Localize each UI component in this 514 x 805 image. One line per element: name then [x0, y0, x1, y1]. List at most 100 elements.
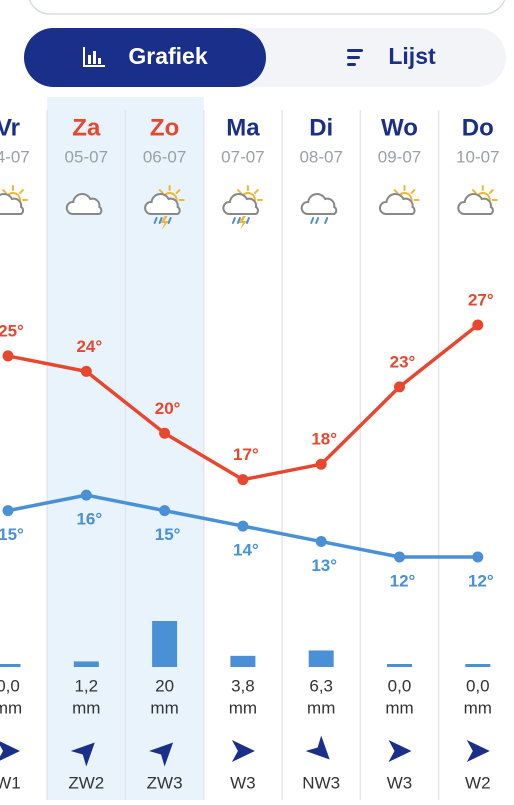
day-name: Do	[462, 114, 494, 141]
sun-ray	[410, 189, 416, 194]
temperature-label: 18°	[311, 430, 337, 449]
day-date: 08-07	[299, 147, 342, 166]
precipitation-bar	[152, 621, 178, 667]
search-box[interactable]	[28, 0, 506, 15]
temperature-label: 15°	[155, 525, 181, 544]
bolt	[238, 216, 247, 230]
arrow	[149, 742, 174, 767]
rain-drop	[236, 217, 241, 224]
temperature-point	[2, 350, 14, 362]
sun-ray	[237, 189, 242, 194]
cloud	[65, 193, 103, 215]
sun-ray	[253, 189, 259, 194]
temperature-point	[80, 365, 92, 377]
precipitation-bar	[465, 664, 491, 667]
day-date: 07-07	[221, 147, 264, 166]
rain-drop	[315, 217, 320, 224]
tab-active-bg	[24, 28, 266, 87]
temperature-label: 12°	[390, 571, 416, 590]
rain-drop	[310, 217, 315, 224]
arrow	[70, 742, 95, 767]
temperature-label: 13°	[311, 556, 337, 575]
temperature-label: 24°	[76, 337, 102, 356]
wind-label: ZW3	[147, 773, 183, 792]
day-date: 06-07	[143, 147, 186, 166]
temperature-point	[159, 505, 171, 517]
wind-arrow	[231, 740, 255, 762]
cloud	[0, 193, 25, 215]
wind-arrow	[466, 740, 490, 762]
arrow	[0, 741, 20, 761]
rain-drop	[158, 217, 163, 224]
tab-grafiek[interactable]: Grafiek	[24, 28, 266, 87]
precipitation-unit: mm	[307, 698, 335, 717]
wind-label: ZW2	[68, 773, 104, 792]
precipitation-bar	[73, 661, 99, 667]
precipitation-label: 0,0	[0, 676, 20, 695]
precipitation-unit: mm	[229, 698, 257, 717]
day-name: Vr	[0, 114, 20, 141]
temperature-point	[315, 536, 327, 548]
precipitation-label: 0,0	[388, 676, 412, 695]
precipitation-unit: mm	[385, 698, 413, 717]
temperature-point	[394, 381, 405, 393]
tab-label: Lijst	[388, 43, 436, 69]
precipitation-label: 3,8	[231, 676, 255, 695]
precipitation-bar	[308, 650, 334, 667]
weather-icon	[65, 193, 103, 215]
temperature-point	[472, 319, 484, 331]
rain-drop	[245, 217, 250, 224]
cloud	[300, 193, 338, 215]
wind-label: W1	[0, 773, 21, 792]
wind-arrow	[388, 740, 412, 762]
wind-arrow	[0, 741, 20, 761]
wind-label: W3	[387, 773, 413, 792]
sun-ray	[2, 189, 7, 194]
chart-icon	[83, 47, 105, 67]
temperature-point	[80, 489, 92, 501]
temperature-label: 16°	[76, 510, 102, 529]
weather-icon	[144, 185, 185, 230]
arrow	[305, 735, 330, 760]
day-name: Za	[72, 114, 101, 141]
wind-label: W3	[230, 773, 256, 792]
sun-ray	[471, 189, 477, 194]
temperature-label: 15°	[0, 525, 24, 544]
temperature-point	[237, 474, 249, 486]
temperature-label: 17°	[233, 445, 259, 464]
wind-label: W2	[465, 773, 491, 792]
day-date: 10-07	[456, 147, 499, 166]
cloud	[144, 193, 181, 215]
precipitation-bar	[0, 664, 21, 667]
precipitation-unit: mm	[72, 698, 100, 717]
precipitation-label: 6,3	[309, 676, 333, 695]
arrow	[231, 740, 255, 762]
day-date: 09-07	[378, 147, 421, 166]
temperature-label: 20°	[155, 399, 181, 418]
temperature-point	[315, 458, 327, 470]
bolt	[160, 216, 169, 230]
weather-icon	[300, 193, 338, 224]
day-name: Di	[309, 114, 333, 141]
weather-icon	[222, 185, 263, 230]
tab-lijst[interactable]: Lijst	[347, 43, 436, 69]
precipitation-label: 0,0	[466, 676, 490, 695]
temperature-point	[159, 427, 171, 439]
precipitation-bar	[230, 655, 256, 667]
precipitation-label: 20	[155, 676, 174, 695]
wind-arrow	[305, 735, 330, 760]
temperature-point	[394, 551, 405, 563]
sun-ray	[393, 189, 399, 194]
temperature-label: 25°	[0, 321, 24, 340]
weather-icon	[0, 185, 28, 215]
weather-icon	[457, 185, 498, 215]
rain-drop	[167, 217, 172, 224]
wind-label: NW3	[302, 773, 340, 792]
temperature-label: 14°	[233, 541, 259, 560]
day-name: Zo	[150, 114, 179, 141]
temperature-point	[237, 520, 249, 532]
sun-ray	[19, 189, 24, 194]
cloud	[222, 193, 259, 215]
temperature-point	[472, 551, 484, 563]
